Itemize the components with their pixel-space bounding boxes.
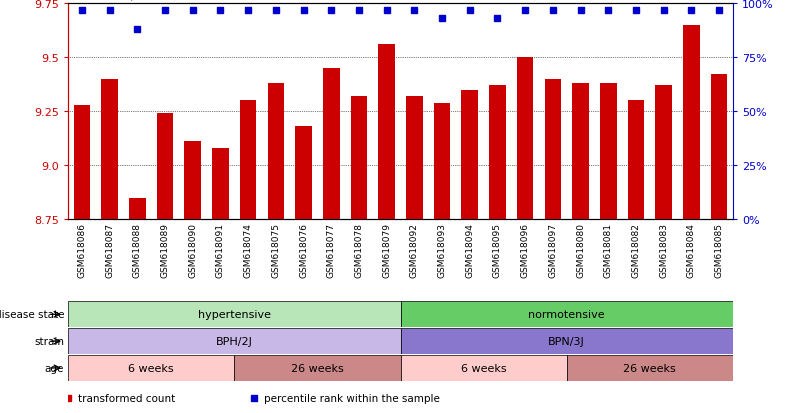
Text: BPH/2J: BPH/2J [215,336,253,346]
Bar [489,86,505,220]
Text: percentile rank within the sample: percentile rank within the sample [264,393,440,403]
Text: normotensive: normotensive [529,309,605,320]
Bar [184,142,201,220]
Text: 6 weeks: 6 weeks [128,363,174,373]
Bar [323,69,340,220]
Bar [101,80,118,220]
Bar [434,103,450,220]
Bar [461,90,478,220]
Bar [157,114,173,220]
Text: strain: strain [34,336,64,346]
Bar [655,86,672,220]
Text: 26 weeks: 26 weeks [291,363,344,373]
Bar [296,127,312,220]
Text: disease state: disease state [0,309,64,320]
Text: hypertensive: hypertensive [198,309,271,320]
Text: GDS3895 / 10350489: GDS3895 / 10350489 [68,0,203,2]
Bar [683,26,700,220]
Text: 6 weeks: 6 weeks [461,363,506,373]
Text: BPN/3J: BPN/3J [549,336,585,346]
Bar [68,355,235,381]
Bar [239,101,256,220]
Text: 26 weeks: 26 weeks [623,363,676,373]
Text: transformed count: transformed count [78,393,175,403]
Bar [710,75,727,220]
Bar [212,149,229,220]
Bar [545,80,562,220]
Bar [400,328,733,354]
Bar [129,198,146,220]
Bar [268,84,284,220]
Bar [567,355,733,381]
Bar [235,355,400,381]
Bar [400,301,733,328]
Bar [517,58,533,220]
Bar [572,84,589,220]
Bar [74,105,91,220]
Bar [628,101,644,220]
Bar [68,301,400,328]
Bar [378,45,395,220]
Text: age: age [45,363,64,373]
Bar [351,97,367,220]
Bar [406,97,423,220]
Bar [400,355,567,381]
Bar [68,328,400,354]
Bar [600,84,617,220]
